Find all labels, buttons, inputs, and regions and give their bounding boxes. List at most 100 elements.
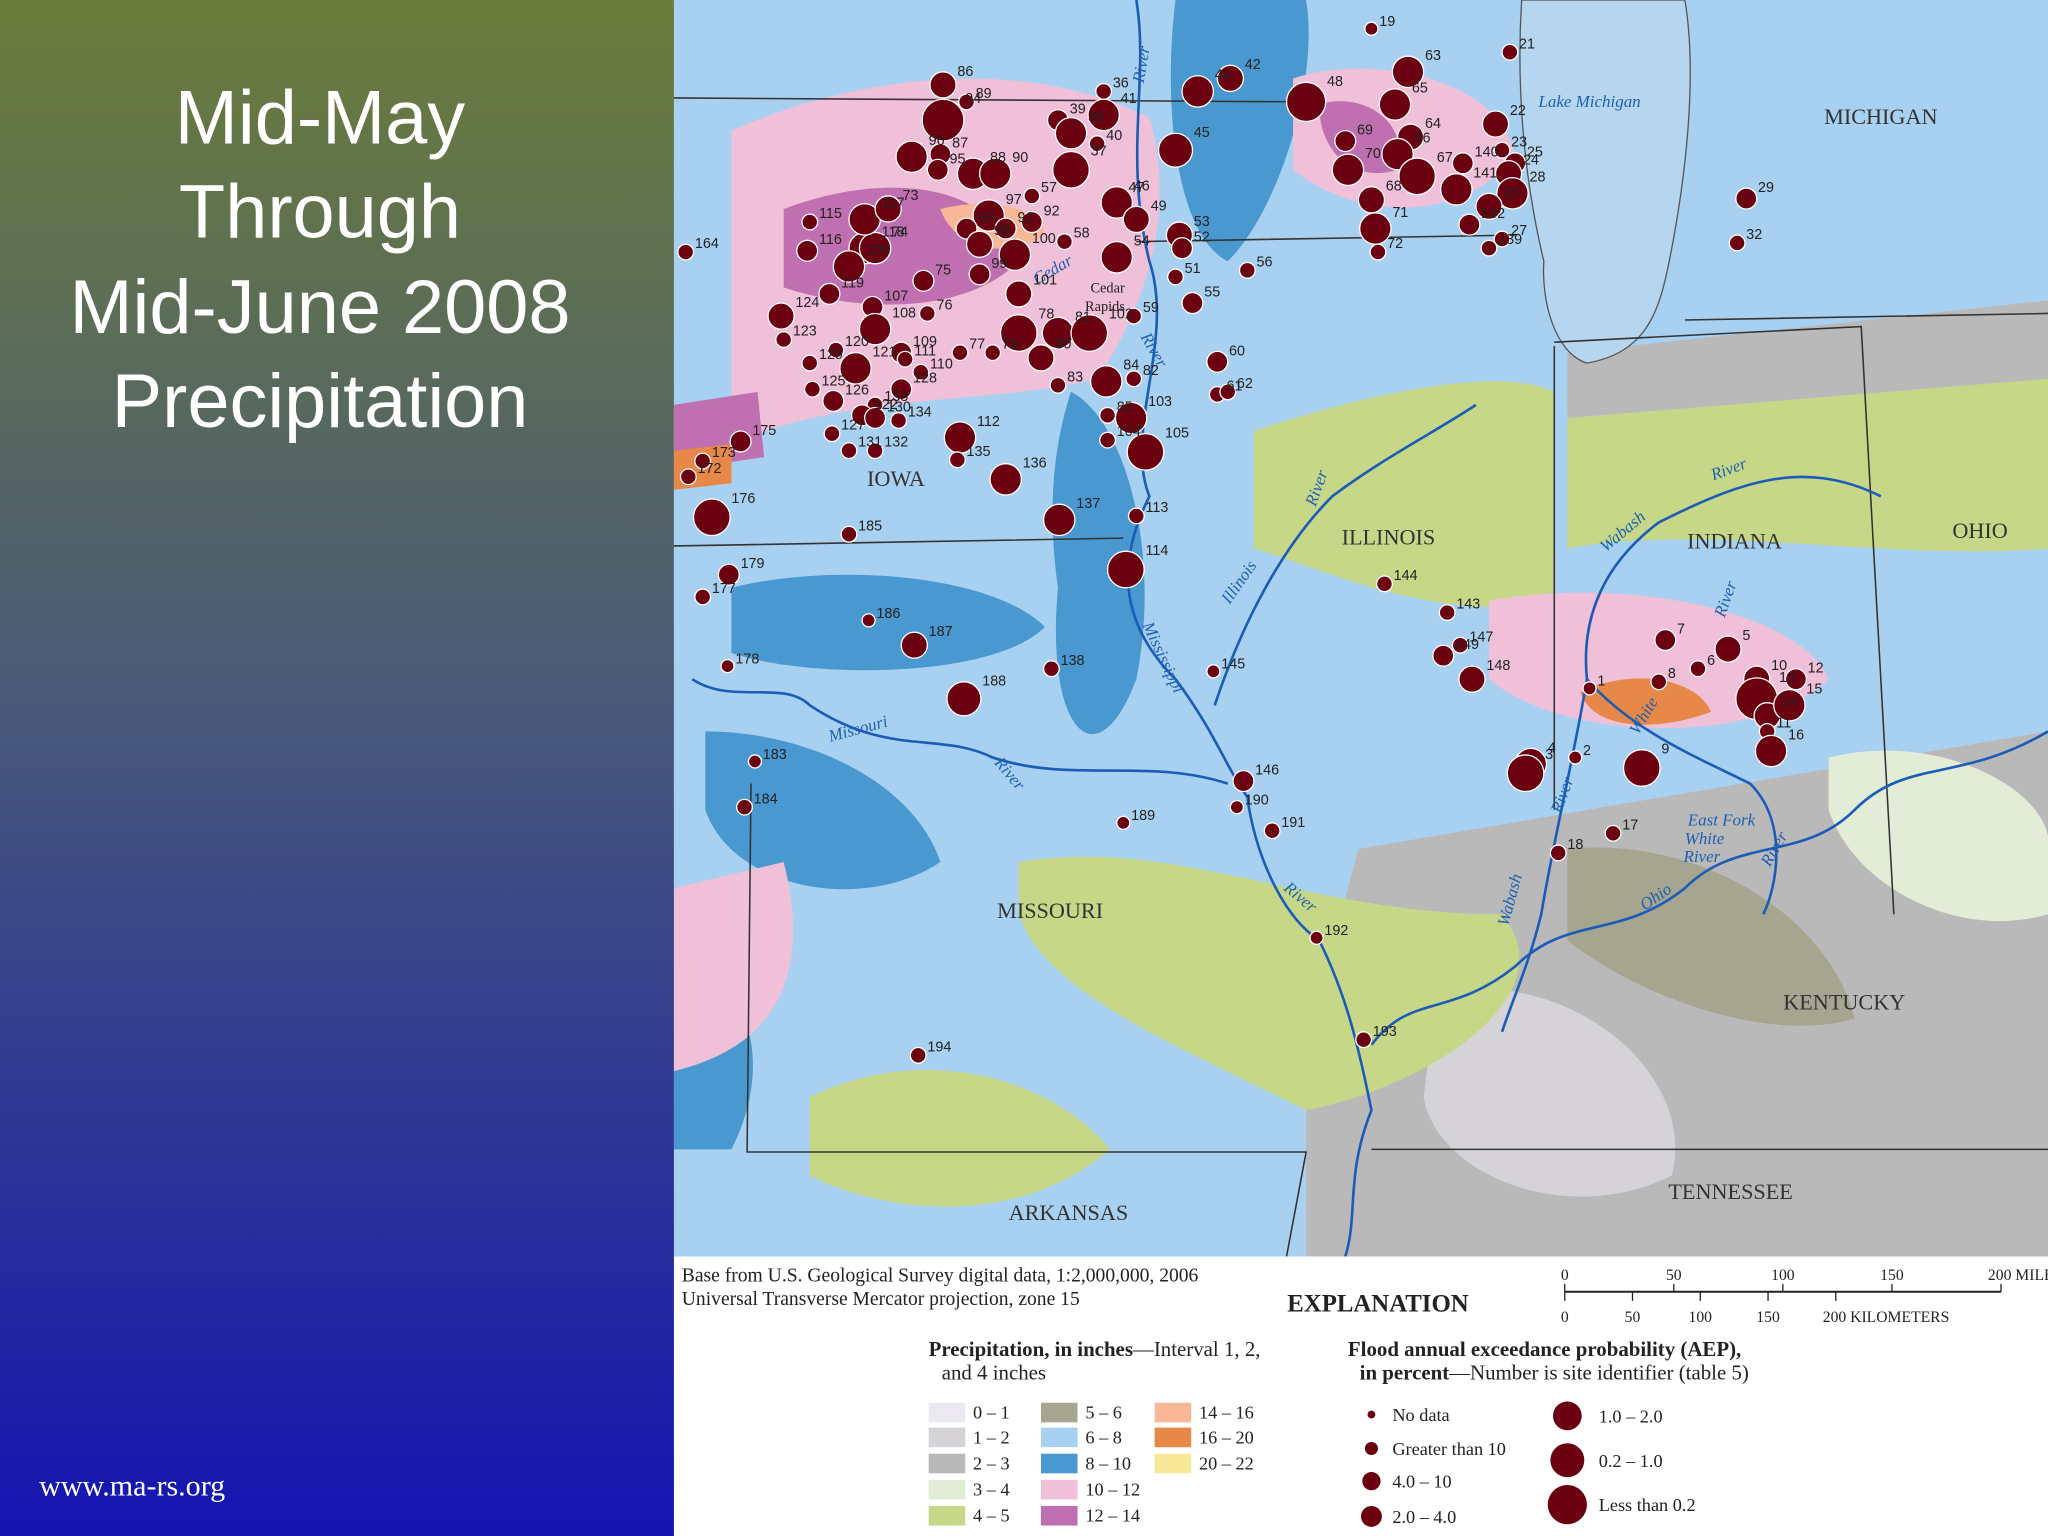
site-label: 82 [1143,363,1159,379]
precip-note: and 4 inches [942,1360,1046,1384]
precip-label: 14 – 16 [1199,1402,1254,1422]
site-dot [890,412,908,430]
site-dot [1042,503,1076,537]
site-label: 56 [1256,254,1272,270]
site-label: 11 [1776,716,1791,732]
site-label: 22 [1510,103,1526,119]
site-label: 176 [731,491,755,507]
site-label: 118 [882,224,905,240]
site-dot [1650,673,1668,691]
aep-symbol [1547,1485,1587,1525]
site-label: 119 [841,275,864,291]
site-dot [998,238,1032,272]
site-label: 128 [913,371,937,387]
site-dot [1432,644,1455,667]
site-dot [984,344,1002,362]
site-label: 75 [935,262,951,278]
side-panel [0,0,674,1536]
precip-swatch [1040,1479,1078,1500]
site-label: 91 [1017,210,1033,226]
precip-area [1253,381,1555,607]
site-dot [948,451,966,469]
footer: www.ma-rs.org [39,1470,225,1503]
title-line: Mid-June 2008 [69,265,570,350]
site-dot [1181,291,1204,315]
site-label: 116 [819,232,842,248]
site-label: 188 [982,674,1006,690]
aep-legend [1360,1401,1587,1527]
site-dot [1238,261,1256,279]
site-label: 132 [884,435,908,451]
site-label: 131 [858,435,882,451]
site-label: 19 [1379,14,1395,30]
site-label: 105 [1165,426,1189,442]
title-line: Mid-May [175,76,466,161]
site-label: 111 [914,343,936,359]
site-dot [1070,314,1109,352]
site-label: 13 [1779,670,1795,686]
site-label: 3 [1545,747,1553,763]
site-label: 137 [1076,496,1100,512]
precip-label: 4 – 5 [973,1506,1010,1526]
precip-area [1567,847,1855,1026]
precip-area [1828,750,2048,922]
site-dot [1364,21,1379,36]
site-label: 60 [1229,343,1245,359]
site-dot [775,331,793,349]
water-label: Lake Michigan [1537,92,1640,111]
site-label: 4 [1548,740,1556,756]
site-dot [1309,930,1324,945]
site-label: 134 [908,405,932,421]
site-label: 70 [1365,146,1381,162]
title-line: Precipitation [112,359,529,444]
site-dot [1369,243,1387,261]
site-label: 107 [884,288,908,304]
site-dot [823,425,841,443]
site-label: 184 [754,791,778,807]
site-label: 177 [712,581,736,597]
precip-note: —Interval 1, 2, [1132,1337,1261,1361]
site-label: 73 [903,188,919,204]
site-dot [694,588,712,606]
site-label: 89 [976,86,992,102]
site-dot [1052,150,1090,189]
site-dot [1754,734,1788,768]
aep-label: 1.0 – 2.0 [1599,1406,1663,1426]
site-label: 139 [1498,232,1522,248]
precip-title: Precipitation, in inches [929,1337,1133,1361]
site-label: 42 [1245,57,1261,73]
site-label: 142 [1481,206,1505,222]
site-label: 61 [1226,379,1242,395]
site-dot [720,658,735,674]
site-label: 66 [1415,130,1431,146]
site-dot [1784,668,1808,691]
site-label: 74 [892,224,908,240]
site-dot [912,363,930,381]
site-label: 121 [872,345,896,361]
site-dot [822,389,845,413]
site-dot [729,430,752,453]
site-label: 51 [1185,261,1201,277]
site-dot [912,269,935,292]
site-dot [890,378,913,401]
aep-label: Greater than 10 [1392,1439,1506,1459]
site-label: 164 [695,236,719,252]
site-dot [1480,239,1498,257]
site-dot [1219,383,1237,401]
site-label: 29 [1758,180,1774,196]
site-dot [694,452,712,470]
precip-area [705,731,941,890]
site-dot [1458,213,1481,236]
site-label: 172 [697,461,721,477]
precip-swatch [1040,1505,1078,1526]
scale-label: 0 [1561,1309,1569,1326]
river [1500,475,1882,1033]
site-dot [858,231,892,265]
state-label: ARKANSAS [1009,1200,1129,1225]
site-label: 86 [957,64,973,80]
site-dot [1376,575,1393,593]
site-dot [1049,376,1067,394]
scale-label: 50 [1666,1267,1682,1284]
site-dot [827,341,845,359]
site-label: 186 [876,606,900,622]
